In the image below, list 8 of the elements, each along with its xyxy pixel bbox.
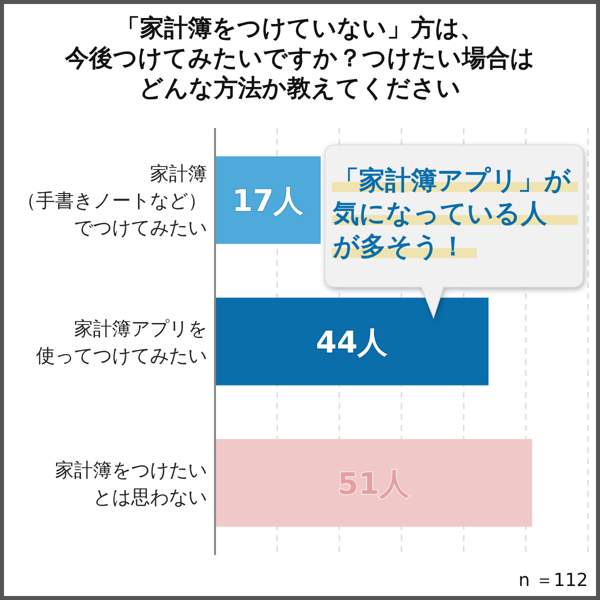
y-tick-label: 家計簿アプリを使ってつけてみたい xyxy=(36,318,207,367)
data-label: 17人 xyxy=(232,184,305,220)
y-tick-label: 家計簿（手書きノートなど）でつけてみたい xyxy=(17,163,207,240)
text: n ＝112 xyxy=(518,570,588,591)
data-label: 44人 xyxy=(316,326,389,360)
y-tick-label: 家計簿をつけたいとは思わない xyxy=(55,459,207,508)
annotation: 「家計簿アプリ」が気になっている人が多そう！ xyxy=(332,166,572,262)
chart-title: 「家計簿をつけていない」方は、今後つけてみたいですか？つけたい場合はどんな方法か教えてください xyxy=(64,14,535,102)
